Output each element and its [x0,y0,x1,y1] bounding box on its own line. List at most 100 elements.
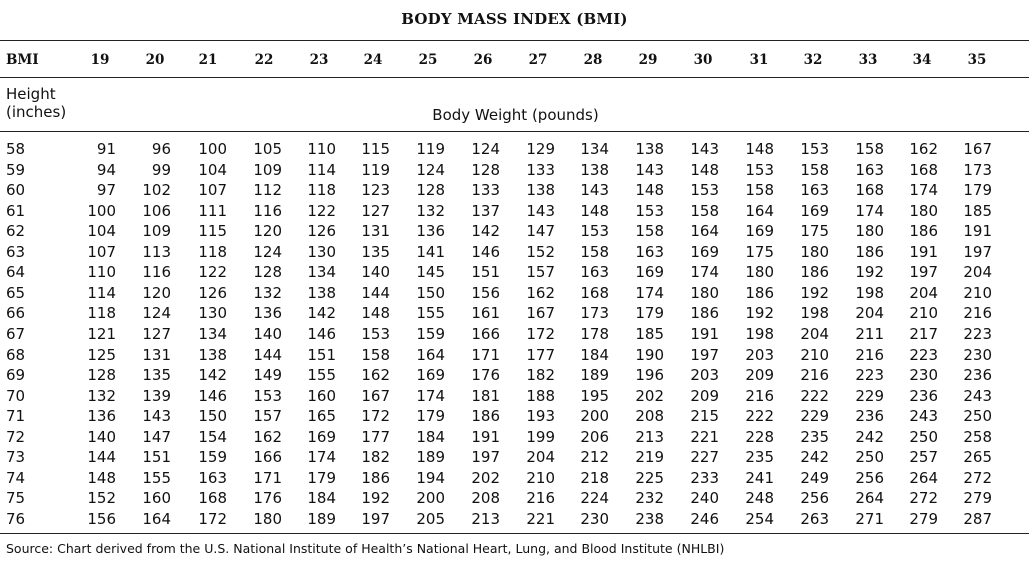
weight-cell: 144 [87,448,116,467]
weight-cell: 120 [253,222,282,241]
weight-cell: 182 [526,366,555,385]
weight-cell: 158 [745,181,774,200]
weight-cell: 118 [87,304,116,323]
weight-cell: 193 [526,407,555,426]
weight-cell: 161 [471,304,500,323]
bmi-column-header: 33 [858,52,878,68]
weight-cell: 111 [198,201,227,220]
weight-cell: 210 [963,283,992,302]
weight-cell: 181 [471,386,500,405]
weight-cell: 223 [909,345,938,364]
weight-cell: 144 [253,345,282,364]
weight-cell: 176 [253,489,282,508]
height-cell: 73 [6,448,26,467]
subheader-rule [0,131,1029,132]
weight-cell: 168 [580,283,609,302]
weight-cell: 197 [690,345,719,364]
weight-cell: 129 [526,140,555,158]
table-row: 58 91 96 100 105 110 115 119 124 129 134 138 143 148 1… [0,140,1029,160]
weight-cell: 180 [909,201,938,220]
weight-cell: 257 [909,448,938,467]
weight-cell: 158 [800,160,829,179]
weight-cell: 126 [307,222,336,241]
table-row: 68 125 131 138 144 151 158 164 171 177 184 190 197 20… [0,346,1029,366]
weight-cell: 164 [142,509,171,528]
weight-cell: 130 [198,304,227,323]
weight-cell: 157 [526,263,555,282]
weight-cell: 263 [800,509,829,528]
weight-cell: 188 [526,386,555,405]
weight-cell: 186 [909,222,938,241]
weight-cell: 158 [361,345,390,364]
weight-cell: 175 [745,242,774,261]
weight-cell: 272 [909,489,938,508]
weight-cell: 162 [253,427,282,446]
weight-cell: 213 [635,427,664,446]
weight-cell: 153 [690,181,719,200]
table-row: 72 140 147 154 162 169 177 184 191 199 206 213 221 22… [0,428,1029,448]
weight-cell: 135 [361,242,390,261]
weight-cell: 179 [307,468,336,487]
weight-cell: 235 [745,448,774,467]
weight-cell: 223 [855,366,884,385]
weight-cell: 147 [142,427,171,446]
weight-cell: 212 [580,448,609,467]
table-row: 73 144 151 159 166 174 182 189 197 204 212 219 227 23… [0,448,1029,468]
weight-cell: 241 [745,468,774,487]
weight-cell: 256 [800,489,829,508]
weight-cell: 102 [142,181,171,200]
weight-cell: 210 [909,304,938,323]
height-label-line2: (inches) [6,103,67,121]
weight-cell: 213 [471,509,500,528]
weight-cell: 119 [361,160,390,179]
height-cell: 61 [6,201,26,220]
weight-cell: 150 [198,407,227,426]
weight-cell: 209 [690,386,719,405]
weight-cell: 189 [307,509,336,528]
weight-cell: 141 [416,242,445,261]
height-cell: 67 [6,324,26,343]
weight-cell: 118 [198,242,227,261]
bmi-column-header: 20 [145,52,165,68]
height-cell: 60 [6,181,26,200]
weight-cell: 114 [87,283,116,302]
weight-cell: 158 [690,201,719,220]
weight-cell: 138 [580,160,609,179]
weight-cell: 206 [580,427,609,446]
bmi-column-header: 31 [749,52,769,68]
weight-cell: 169 [745,222,774,241]
bmi-column-header: 35 [967,52,987,68]
weight-cell: 169 [416,366,445,385]
weight-cell: 219 [635,448,664,467]
weight-cell: 195 [580,386,609,405]
weight-cell: 168 [855,181,884,200]
weight-cell: 143 [580,181,609,200]
weight-cell: 167 [526,304,555,323]
weight-cell: 223 [963,324,992,343]
weight-cell: 197 [471,448,500,467]
weight-cell: 264 [855,489,884,508]
table-row: 70 132 139 146 153 160 167 174 181 188 195 202 209 21… [0,387,1029,407]
weight-cell: 131 [361,222,390,241]
bmi-column-header: 29 [638,52,658,68]
weight-cell: 209 [745,366,774,385]
weight-cell: 172 [198,509,227,528]
weight-cell: 148 [745,140,774,158]
weight-cell: 168 [909,160,938,179]
weight-cell: 272 [963,468,992,487]
weight-cell: 169 [690,242,719,261]
weight-cell: 158 [580,242,609,261]
height-cell: 70 [6,386,26,405]
weight-cell: 147 [526,222,555,241]
weight-cell: 96 [151,140,171,158]
weight-cell: 115 [361,140,390,158]
weight-cell: 134 [307,263,336,282]
weight-cell: 146 [307,324,336,343]
weight-cell: 243 [909,407,938,426]
weight-cell: 99 [151,160,171,179]
weight-cell: 146 [471,242,500,261]
weight-cell: 148 [635,181,664,200]
weight-cell: 254 [745,509,774,528]
weight-cell: 173 [963,160,992,179]
height-cell: 63 [6,242,26,261]
